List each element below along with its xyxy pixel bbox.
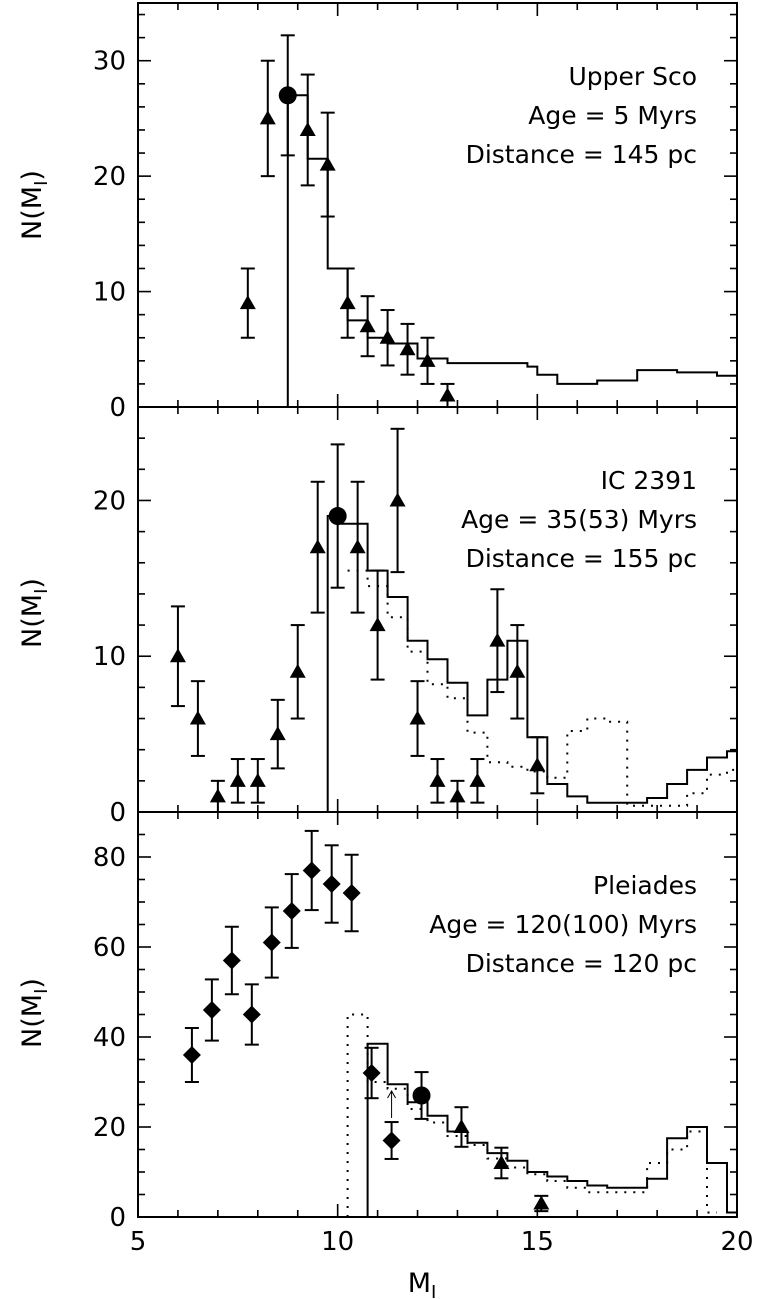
y-tick-label: 20	[93, 1113, 126, 1143]
triangle-point	[453, 1119, 470, 1133]
triangle-point	[389, 492, 406, 507]
triangle-point	[259, 110, 276, 125]
triangle-point	[469, 772, 486, 787]
diamond-point	[182, 1046, 201, 1064]
model-solid-line	[326, 515, 737, 812]
upward-arrow	[387, 1089, 397, 1118]
y-tick-label: 80	[93, 843, 126, 873]
panel-annotation-line: Age = 5 Myrs	[528, 101, 697, 130]
triangle-point	[349, 539, 366, 554]
triangle-point	[449, 788, 466, 803]
model-dotted-line	[346, 1013, 717, 1217]
diamond-point	[342, 884, 361, 902]
triangle-point	[379, 329, 396, 344]
y-tick-label: 30	[93, 47, 126, 77]
x-tick-label: 20	[720, 1227, 753, 1257]
panel-pleiades: 0 20 40 60 80 5 10 15 20 Pleiades Age = 120(100) M…	[93, 811, 754, 1257]
panel-annotation-line: Age = 120(100) Myrs	[429, 910, 697, 939]
triangle-point	[239, 295, 256, 310]
y-tick-label: 40	[93, 1023, 126, 1053]
diamond-point	[382, 1131, 401, 1150]
x-tick-label: 5	[130, 1227, 147, 1257]
y-tick-label: 20	[93, 486, 126, 516]
panel-annotation-line: Distance = 145 pc	[466, 140, 697, 169]
y-tick-label: 0	[109, 1203, 126, 1233]
triangle-point	[409, 710, 426, 725]
circle-point	[278, 86, 297, 105]
diamond-point	[282, 902, 301, 920]
diamond-point	[362, 1064, 381, 1082]
triangle-point	[339, 295, 356, 310]
model-solid-line	[366, 1042, 737, 1217]
triangle-point	[229, 772, 246, 787]
diamond-point	[242, 1005, 261, 1024]
panel-annotation-line: Upper Sco	[568, 62, 697, 91]
triangle-point	[399, 341, 416, 356]
panel-annotation-line: IC 2391	[601, 466, 697, 495]
triangle-point	[189, 710, 206, 725]
triangle-point	[249, 772, 266, 787]
triangle-point	[299, 121, 316, 136]
panel-annotation-line: Age = 35(53) Myrs	[461, 505, 697, 534]
y-tick-label: 10	[93, 278, 126, 308]
diamond-point	[222, 951, 241, 970]
panel-ic-2391: 0 10 20 IC 2391 Age = 35(53) Myrs Distance = …	[93, 406, 738, 828]
triangle-point	[509, 663, 526, 678]
x-tick-label: 15	[521, 1227, 554, 1257]
y-axis-title-upper: N(MI)	[17, 170, 52, 240]
diamond-point	[302, 861, 321, 880]
model-dotted-line	[347, 569, 737, 807]
triangle-point	[533, 1195, 550, 1210]
triangle-point	[439, 387, 456, 402]
model-solid-line	[286, 94, 737, 407]
panel-upper-sco: 0 10 20 30 Upper Sco Age = 5 Myrs Distance = 1…	[93, 2, 738, 423]
y-tick-label: 10	[93, 642, 126, 672]
y-tick-label: 20	[93, 162, 126, 192]
circle-point	[328, 507, 347, 526]
y-axis-title-middle: N(MI)	[17, 578, 52, 648]
triangle-point	[489, 632, 506, 647]
triangle-point	[369, 617, 386, 632]
y-tick-label: 0	[109, 798, 126, 828]
triangle-point	[209, 788, 226, 803]
triangle-point	[429, 772, 446, 787]
triangle-point	[289, 663, 306, 678]
circle-point	[412, 1086, 431, 1105]
y-tick-label: 0	[109, 393, 126, 423]
triangle-point	[319, 156, 336, 171]
panel-annotation-line: Distance = 120 pc	[466, 949, 697, 978]
triangle-point	[359, 318, 376, 333]
triangle-point	[419, 352, 436, 367]
diamond-point	[202, 1001, 221, 1019]
triangle-point	[529, 757, 546, 772]
y-axis-title-lower: N(MI)	[17, 978, 52, 1048]
x-tick-label: 10	[321, 1227, 354, 1257]
triangle-point	[169, 648, 186, 663]
diamond-point	[322, 875, 341, 893]
triangle-point	[269, 726, 286, 741]
triangle-point	[493, 1155, 510, 1169]
panel-annotation-line: Pleiades	[593, 871, 697, 900]
panel-annotation-line: Distance = 155 pc	[466, 544, 697, 573]
triangle-point	[309, 539, 326, 554]
y-tick-label: 60	[93, 933, 126, 963]
x-axis-title: MI	[408, 1268, 437, 1299]
diamond-point	[262, 933, 281, 952]
